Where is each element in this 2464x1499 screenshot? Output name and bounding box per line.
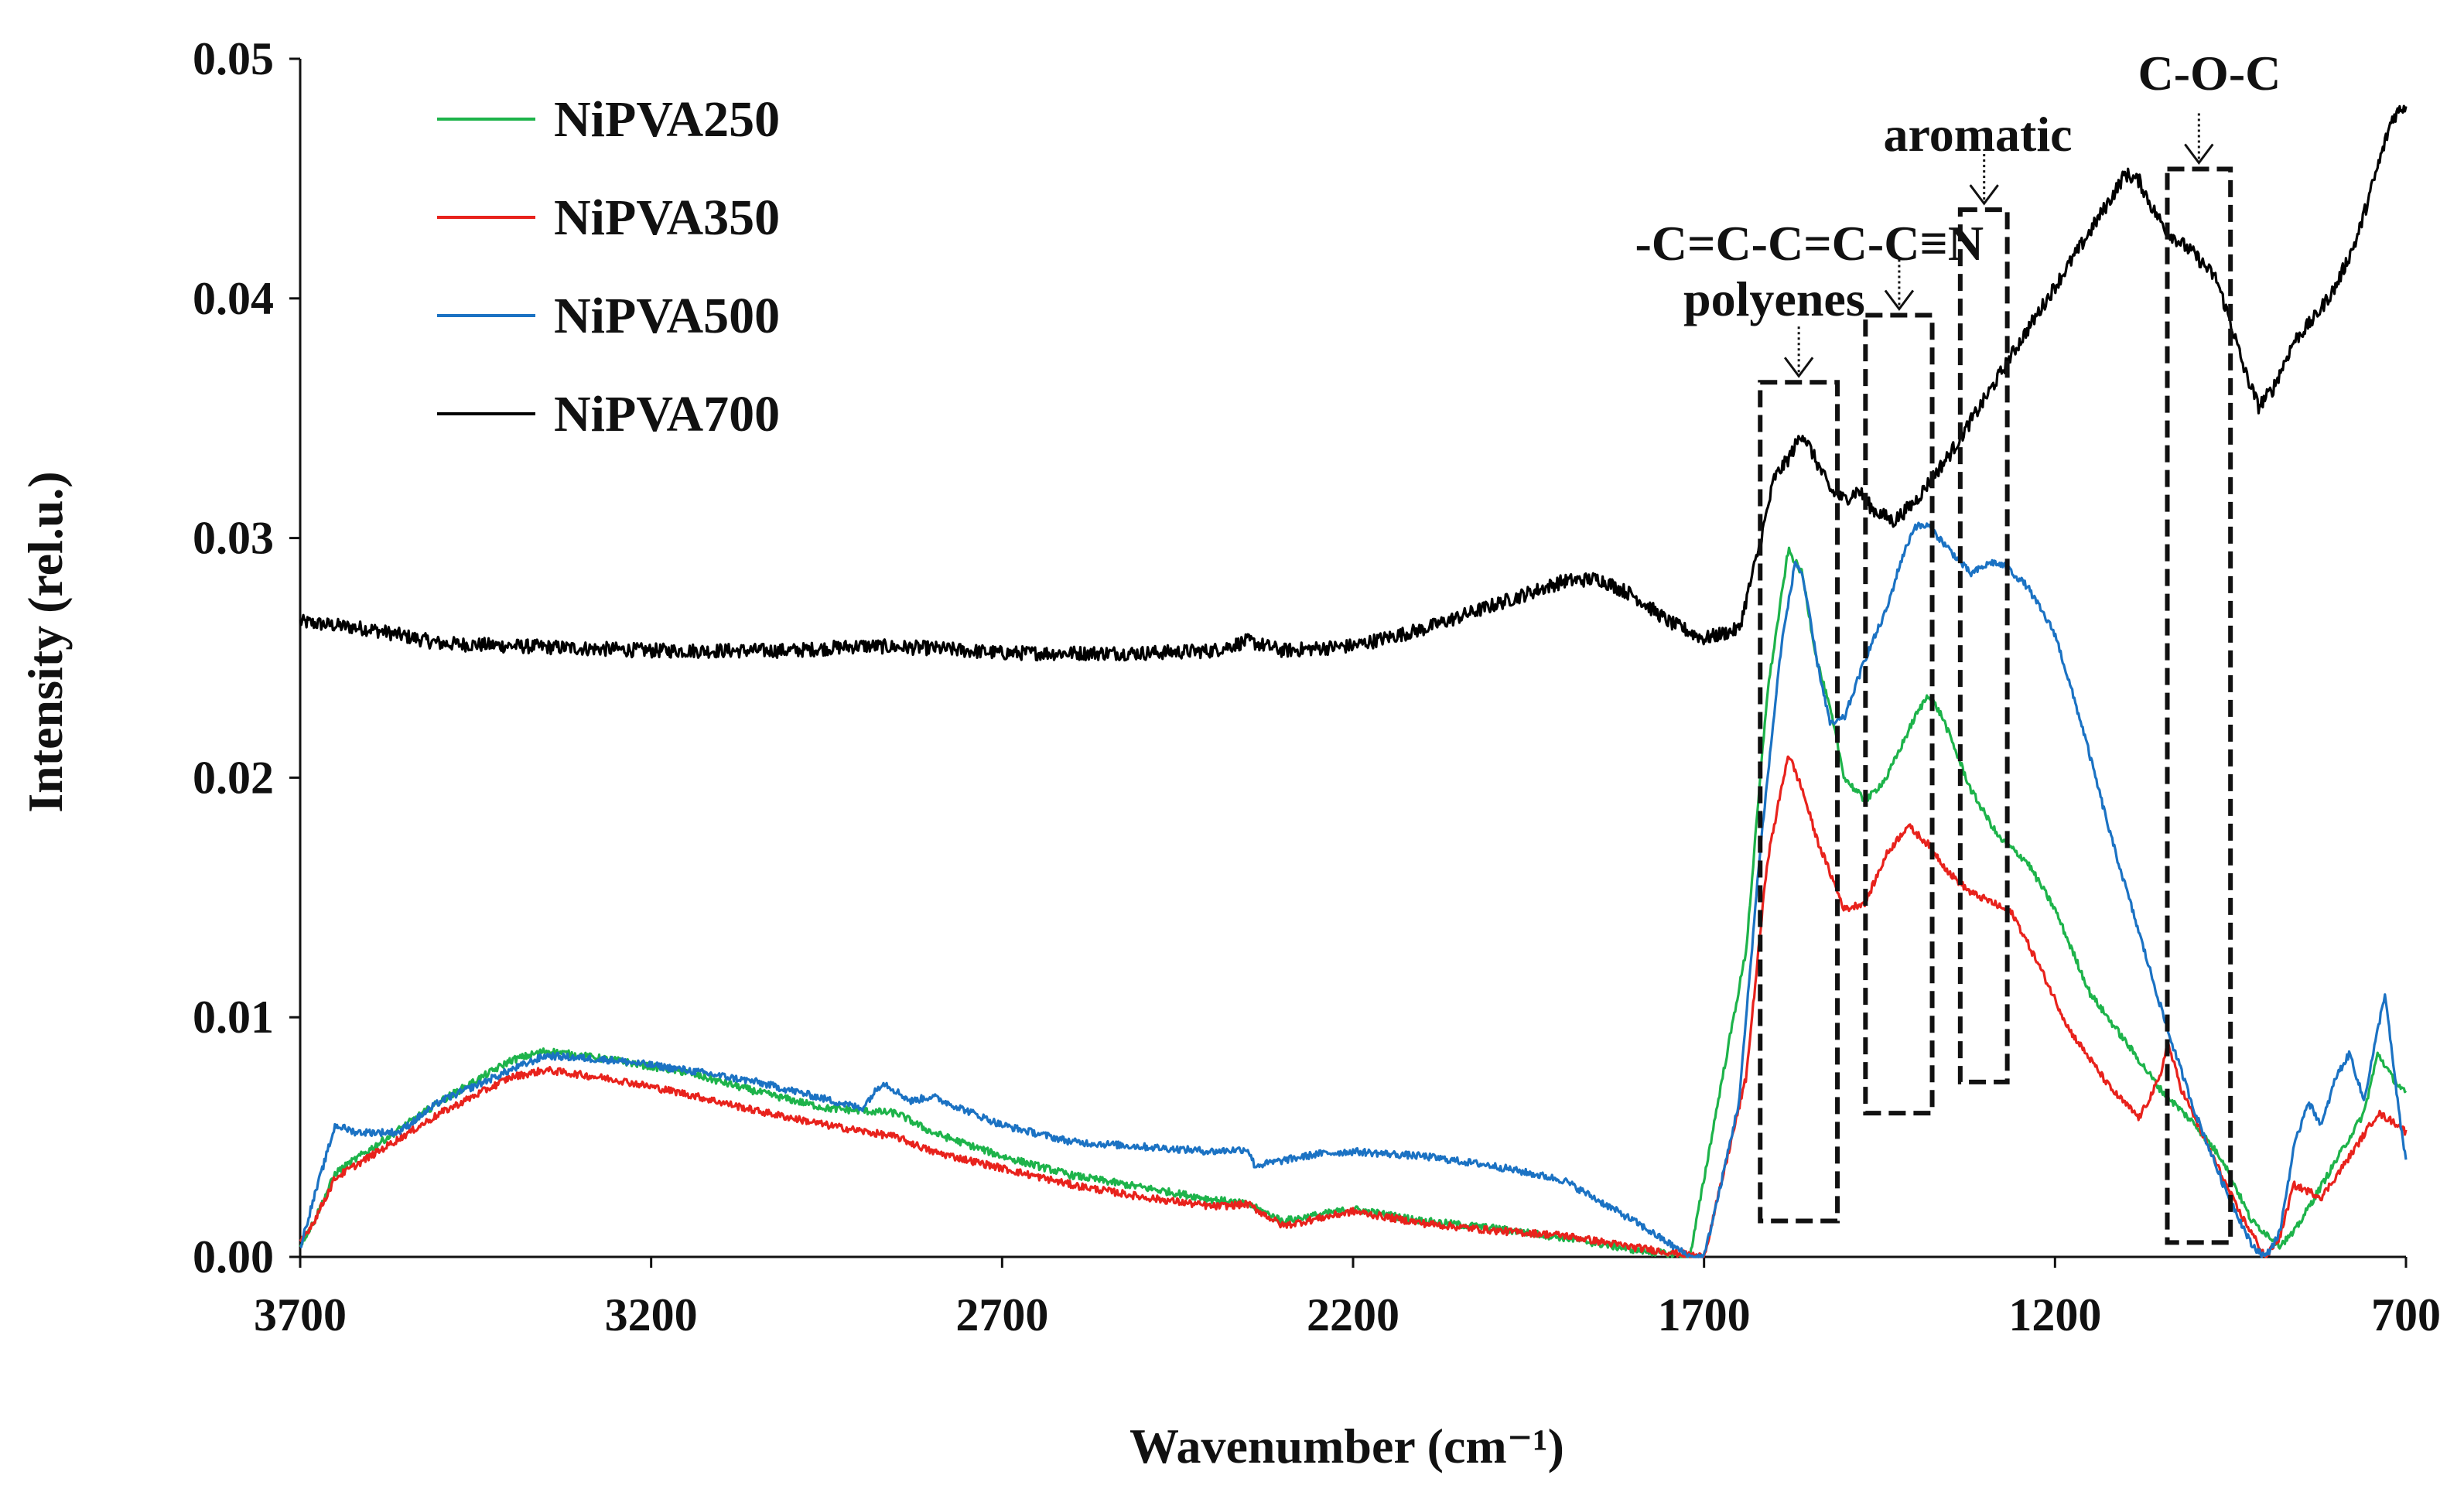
legend-label-nipva350: NiPVA350 (554, 190, 780, 246)
legend: NiPVA250 NiPVA350 NiPVA500 NiPVA700 (437, 91, 780, 442)
x-axis-title: Wavenumber (cm⁻¹) (1129, 1419, 1564, 1473)
annotation-label-coc: C-O-C (2138, 46, 2281, 101)
series-line-nipva350 (299, 755, 2408, 1258)
y-tick-label: 0.03 (193, 513, 274, 564)
annotation-label-nitrile: -C=C-C=C-C≡N (1635, 216, 1984, 271)
series-group (299, 104, 2408, 1258)
x-tick-label: 1200 (2008, 1289, 2101, 1340)
x-tick-label: 3200 (605, 1289, 698, 1340)
annotation-arrowhead-nitrile (1884, 289, 1915, 311)
y-axis-title: Intensity (rel.u.) (18, 471, 73, 812)
y-tick-label: 0.01 (193, 992, 274, 1043)
annotation-label-aromatic: aromatic (1883, 107, 2072, 162)
annotation-box-nitrile (1863, 312, 1935, 1116)
x-tick-label: 2200 (1307, 1289, 1399, 1340)
y-tick-label: 0.02 (193, 752, 274, 803)
y-ticks: 0.00 0.01 0.02 0.03 0.04 0.05 (193, 33, 300, 1282)
x-tick-label: 700 (2371, 1289, 2441, 1340)
annotation-arrowhead-aromatic (1969, 184, 1999, 206)
annotation-box-polyenes (1758, 380, 1840, 1224)
series-line-nipva700 (299, 104, 2408, 662)
x-tick-label: 2700 (955, 1289, 1048, 1340)
x-ticks: 3700 3200 2700 2200 1700 1200 700 (254, 1257, 2441, 1340)
y-tick-label: 0.00 (193, 1231, 274, 1282)
y-tick-label: 0.05 (193, 33, 274, 84)
annotations-group: polyenes-C=C-C=C-C≡N aromatic C-O-C (1635, 46, 2281, 1245)
annotation-arrowhead-polyenes (1783, 357, 1814, 378)
axes: 0.00 0.01 0.02 0.03 0.04 0.05 3700 3200 2700 220… (193, 33, 2441, 1340)
legend-label-nipva250: NiPVA250 (554, 91, 780, 148)
y-tick-label: 0.04 (193, 273, 274, 324)
x-tick-label: 1700 (1658, 1289, 1751, 1340)
annotation-label-polyenes: polyenes (1683, 271, 1865, 326)
legend-label-nipva500: NiPVA500 (554, 288, 780, 344)
series-line-nipva500 (299, 521, 2408, 1258)
x-tick-label: 3700 (254, 1289, 347, 1340)
annotation-box-aromatic (1957, 207, 2010, 1084)
annotation-box-coc (2165, 166, 2233, 1245)
legend-label-nipva700: NiPVA700 (554, 386, 780, 442)
annotation-arrowhead-coc (2184, 143, 2214, 166)
